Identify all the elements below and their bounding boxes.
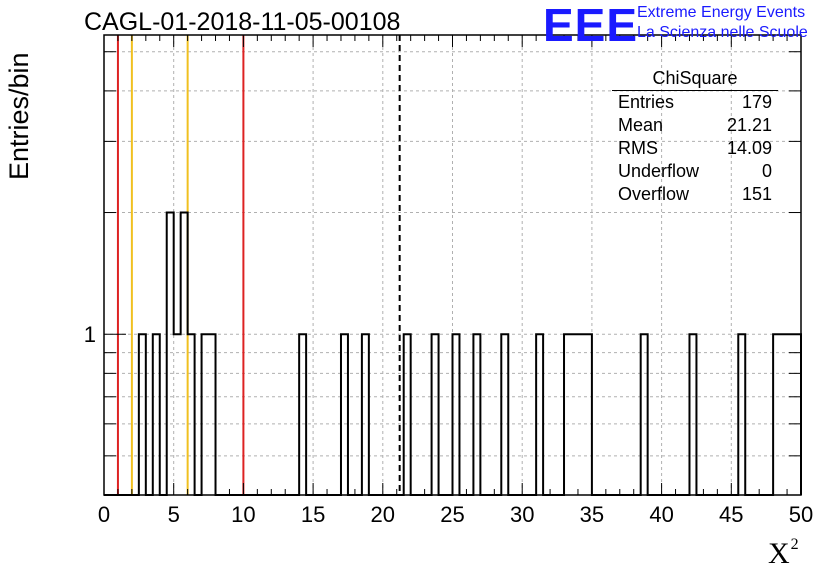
stats-box: ChiSquare Entries 179 Mean 21.21 RMS 14.… — [612, 66, 778, 206]
x-tick-label: 35 — [580, 502, 604, 527]
x-tick-label: 20 — [371, 502, 395, 527]
logo-caption-line2: La Scienza nelle Scuole — [637, 24, 808, 41]
stats-label: Overflow — [618, 184, 690, 204]
tick-labels: 0 5 10 15 20 25 30 35 40 45 50 1 — [84, 322, 813, 527]
axis-ticks — [103, 35, 802, 495]
x-axis-label: X2 — [768, 536, 799, 571]
logo-caption-line1: Extreme Energy Events — [637, 4, 806, 21]
stats-value: 14.09 — [726, 138, 772, 158]
stats-label: Mean — [618, 115, 664, 135]
x-axis-label-main: X — [768, 537, 790, 570]
x-tick-label: 10 — [231, 502, 255, 527]
stats-row-entries: Entries 179 — [612, 91, 778, 114]
histogram-bars — [104, 211, 802, 496]
stats-value: 0 — [761, 161, 772, 181]
x-tick-label: 25 — [440, 502, 464, 527]
stats-title: ChiSquare — [612, 66, 778, 91]
x-tick-label: 0 — [98, 502, 110, 527]
stats-label: Entries — [618, 92, 675, 112]
stats-row-underflow: Underflow 0 — [612, 160, 778, 183]
x-tick-label: 50 — [789, 502, 813, 527]
reference-lines — [116, 35, 401, 495]
x-tick-label: 30 — [510, 502, 534, 527]
histogram-outline — [104, 211, 802, 496]
stats-row-mean: Mean 21.21 — [612, 114, 778, 137]
x-tick-label: 45 — [719, 502, 743, 527]
x-tick-label: 40 — [649, 502, 673, 527]
stats-value: 151 — [741, 184, 772, 204]
eee-logo: EEE — [543, 0, 639, 51]
x-tick-label: 5 — [168, 502, 180, 527]
stats-label: Underflow — [618, 161, 700, 181]
y-tick-label: 1 — [84, 322, 96, 347]
stats-row-overflow: Overflow 151 — [612, 183, 778, 206]
stats-value: 21.21 — [726, 115, 772, 135]
stats-row-rms: RMS 14.09 — [612, 137, 778, 160]
chart-title: CAGL-01-2018-11-05-00108 — [84, 8, 401, 36]
stats-label: RMS — [618, 138, 658, 158]
y-axis-label: Entries/bin — [4, 52, 34, 180]
x-tick-label: 15 — [301, 502, 325, 527]
stats-value: 179 — [741, 92, 772, 112]
x-axis-label-superscript: 2 — [790, 536, 799, 553]
